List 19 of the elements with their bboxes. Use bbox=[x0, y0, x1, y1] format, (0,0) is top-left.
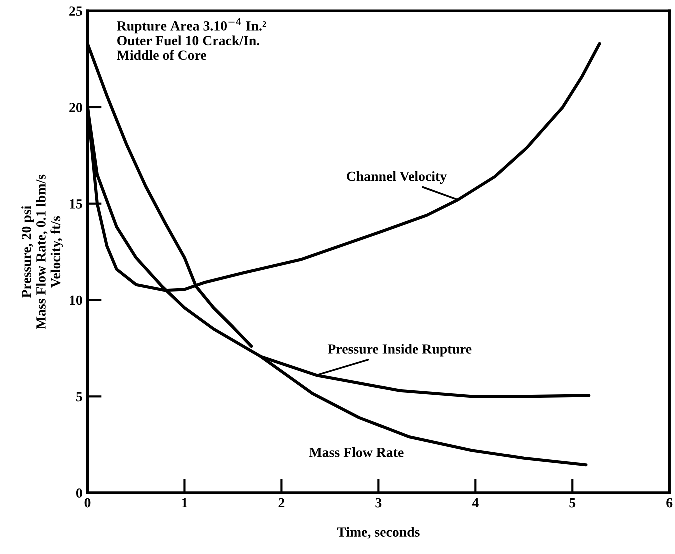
y-tick-label: 0 bbox=[76, 488, 82, 498]
x-axis-title: Time, seconds bbox=[337, 527, 420, 539]
annotation: Rupture Area 3.10$^{−4}$ In.² Outer Fuel 10 Crack/In. Middle of Core bbox=[117, 18, 266, 60]
y-axis-title: Pressure, 20 psi Mass Flow Rate, 0.1 lbm/s Velocity, ft/s bbox=[22, 174, 64, 330]
x-tick-label: 6 bbox=[666, 498, 673, 508]
y-tick-label: 25 bbox=[70, 6, 82, 16]
series-label: Channel Velocity bbox=[347, 171, 447, 184]
y-tick-label: 15 bbox=[70, 200, 82, 209]
series-label: Mass Flow Rate bbox=[309, 448, 404, 458]
x-tick-label: 3 bbox=[376, 498, 382, 508]
x-tick-label: 2 bbox=[278, 498, 285, 508]
y-tick-label: 20 bbox=[70, 103, 82, 112]
x-tick-label: 1 bbox=[182, 498, 188, 508]
x-tick-label: 5 bbox=[570, 498, 576, 508]
x-tick-label: 0 bbox=[84, 498, 91, 508]
series-label: Pressure Inside Rupture bbox=[328, 344, 472, 357]
y-tick-label: 5 bbox=[76, 392, 82, 402]
x-tick-label: 4 bbox=[472, 498, 479, 508]
y-tick-label: 10 bbox=[70, 296, 82, 306]
